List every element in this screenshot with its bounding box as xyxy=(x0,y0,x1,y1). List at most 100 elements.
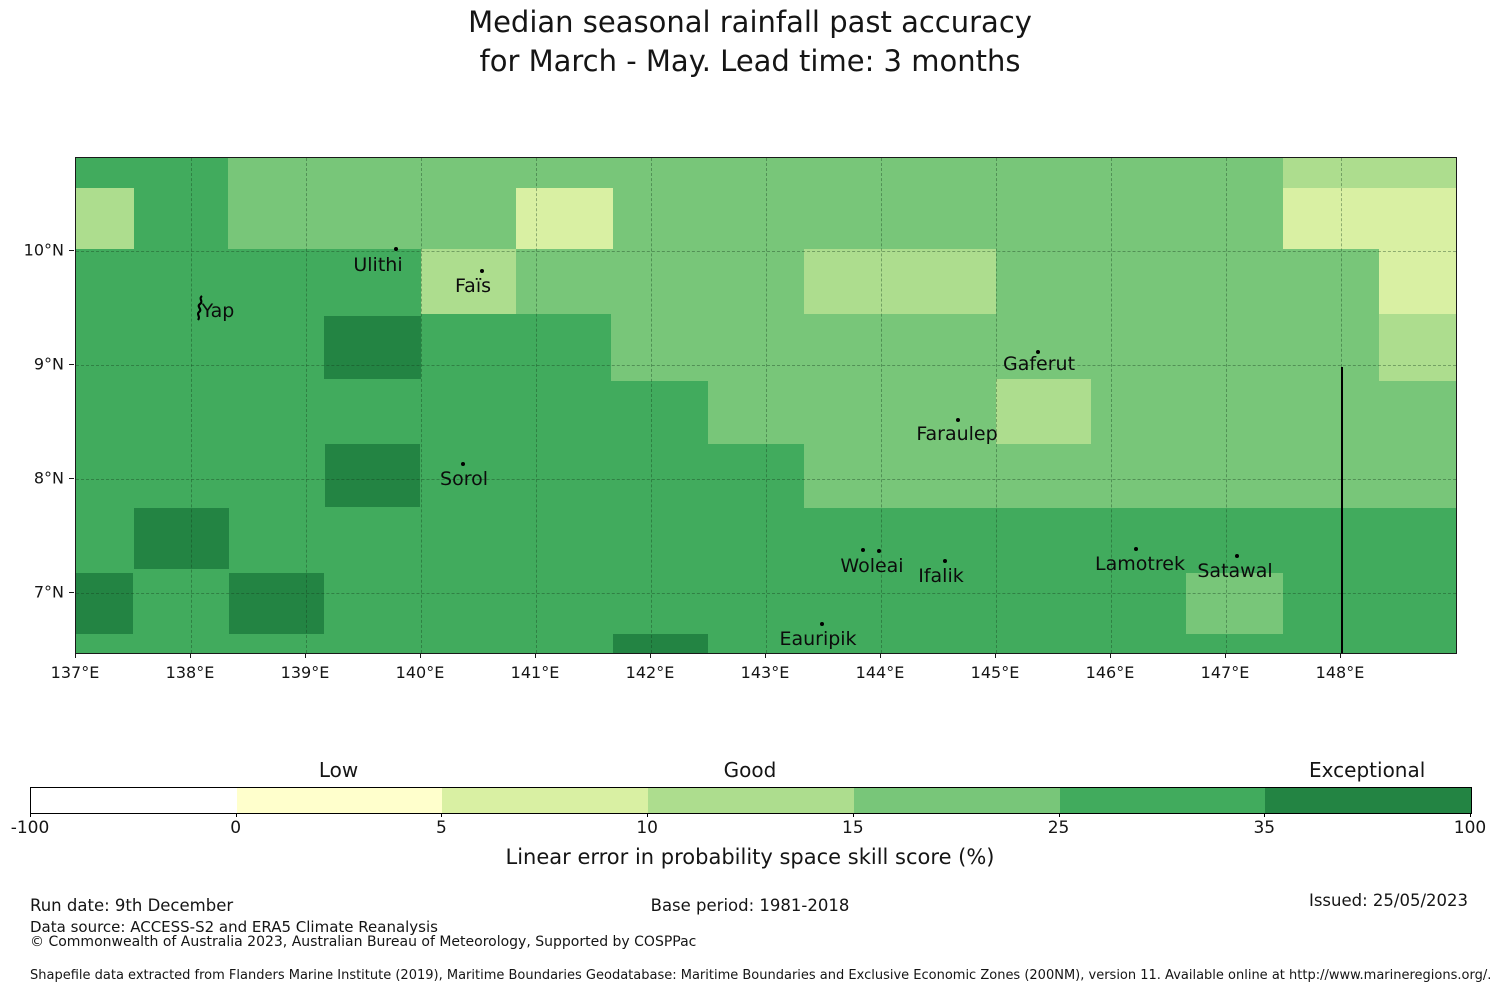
x-tick-label: 142°E xyxy=(625,663,675,682)
colorbar-tick-label: 100 xyxy=(1453,818,1487,838)
gridline-horizontal xyxy=(76,593,1456,594)
gridline-vertical xyxy=(306,158,307,653)
colorbar-tick-mark xyxy=(30,813,31,817)
gridline-horizontal xyxy=(76,251,1456,252)
gridline-vertical xyxy=(996,158,997,653)
x-tick-mark xyxy=(1110,653,1111,658)
island-label: Satawal xyxy=(1197,560,1273,582)
x-tick-mark xyxy=(535,653,536,658)
x-tick-mark xyxy=(75,653,76,658)
gridline-vertical xyxy=(881,158,882,653)
island-label: Gaferut xyxy=(1002,353,1076,375)
island-label: Ulithi xyxy=(353,254,403,276)
colorbar-segment xyxy=(442,788,649,813)
colorbar-tick-mark xyxy=(1470,813,1471,817)
x-tick-mark xyxy=(1225,653,1226,658)
x-tick-mark xyxy=(190,653,191,658)
island-marker-dot xyxy=(956,418,960,422)
colorbar-tick-label: -100 xyxy=(10,818,50,838)
y-tick-mark xyxy=(69,250,74,251)
chart-title-line1: Median seasonal rainfall past accuracy xyxy=(468,5,1032,39)
island-marker-dot xyxy=(1235,554,1239,558)
colorbar-tick-mark xyxy=(852,813,854,817)
island-marker-dot xyxy=(1036,350,1040,354)
colorbar-segment xyxy=(1059,788,1266,813)
gridline-horizontal xyxy=(76,365,1456,366)
colorbar-segment xyxy=(1265,788,1472,813)
island-marker-dot xyxy=(877,549,881,553)
y-tick-label: 9°N xyxy=(33,354,64,374)
map-cell xyxy=(76,573,133,634)
x-tick-mark xyxy=(305,653,306,658)
map-cell xyxy=(134,508,229,569)
x-tick-label: 148°E xyxy=(1315,663,1365,682)
island-label: Yap xyxy=(201,300,235,322)
colorbar-category-label: Low xyxy=(318,758,359,782)
colorbar-tick-mark xyxy=(1058,813,1060,817)
map-cell xyxy=(611,314,1456,381)
y-tick-label: 10°N xyxy=(23,240,64,260)
map-cell xyxy=(325,444,420,507)
chart-title-line2: for March - May. Lead time: 3 months xyxy=(479,44,1021,78)
map-cell xyxy=(804,249,996,314)
island-marker-dot xyxy=(820,622,824,626)
island-marker-dot xyxy=(480,269,484,273)
yap-island-shape xyxy=(194,295,208,325)
gridline-vertical xyxy=(421,158,422,653)
map-cell xyxy=(1379,249,1456,314)
island-label: Ifalik xyxy=(918,565,964,587)
colorbar-tick-label: 10 xyxy=(636,818,658,838)
x-tick-label: 143°E xyxy=(740,663,790,682)
colorbar-tick-mark xyxy=(441,813,443,817)
map-canvas: Yap Ulithi Faïs Sorol Gaferut Faraulep Woleai I… xyxy=(75,157,1457,654)
x-tick-label: 145°E xyxy=(970,663,1020,682)
footer-shapefile: Shapefile data extracted from Flanders M… xyxy=(30,968,1492,983)
island-marker-dot xyxy=(943,559,947,563)
gridline-vertical xyxy=(1111,158,1112,653)
map-cell xyxy=(421,249,516,314)
colorbar-segment xyxy=(648,788,854,813)
colorbar-segment xyxy=(31,788,237,813)
gridline-vertical xyxy=(651,158,652,653)
x-tick-mark xyxy=(420,653,421,658)
island-marker-dot xyxy=(394,247,398,251)
footer-issued: Issued: 25/05/2023 xyxy=(1308,891,1468,910)
map-cell xyxy=(613,634,708,653)
gridline-horizontal xyxy=(76,479,1456,480)
map-cell xyxy=(804,444,1456,508)
y-tick-mark xyxy=(69,364,74,365)
colorbar xyxy=(30,787,1472,814)
y-tick-mark xyxy=(69,592,74,593)
x-tick-label: 138°E xyxy=(165,663,215,682)
x-tick-label: 141°E xyxy=(510,663,560,682)
x-tick-label: 139°E xyxy=(280,663,330,682)
map-cell xyxy=(996,379,1091,444)
island-label: Eauripik xyxy=(779,628,857,650)
footer-copyright: © Commonwealth of Australia 2023, Austra… xyxy=(30,934,697,950)
island-label: Woleai xyxy=(840,555,904,577)
x-tick-label: 146°E xyxy=(1085,663,1135,682)
colorbar-axis-label: Linear error in probability space skill … xyxy=(505,845,995,869)
y-tick-mark xyxy=(69,478,74,479)
island-marker-dot xyxy=(1134,547,1138,551)
island-label: Faraulep xyxy=(916,423,998,445)
colorbar-tick-label: 35 xyxy=(1253,818,1276,838)
island-label: Faïs xyxy=(454,275,492,297)
island-label: Lamotrek xyxy=(1095,553,1185,575)
colorbar-tick-mark xyxy=(647,813,649,817)
island-marker-dot xyxy=(861,548,865,552)
x-tick-mark xyxy=(765,653,766,658)
colorbar-tick-label: 0 xyxy=(230,818,242,838)
colorbar-segment xyxy=(853,788,1060,813)
gridline-vertical xyxy=(1226,158,1227,653)
gridline-vertical xyxy=(536,158,537,653)
x-tick-mark xyxy=(650,653,651,658)
gridline-vertical xyxy=(766,158,767,653)
island-label: Sorol xyxy=(440,468,488,490)
map-cell xyxy=(1283,188,1456,249)
colorbar-tick-mark xyxy=(235,813,237,817)
y-tick-label: 8°N xyxy=(33,468,64,488)
colorbar-category-label: Exceptional xyxy=(1309,758,1426,782)
map-cell xyxy=(516,188,613,249)
